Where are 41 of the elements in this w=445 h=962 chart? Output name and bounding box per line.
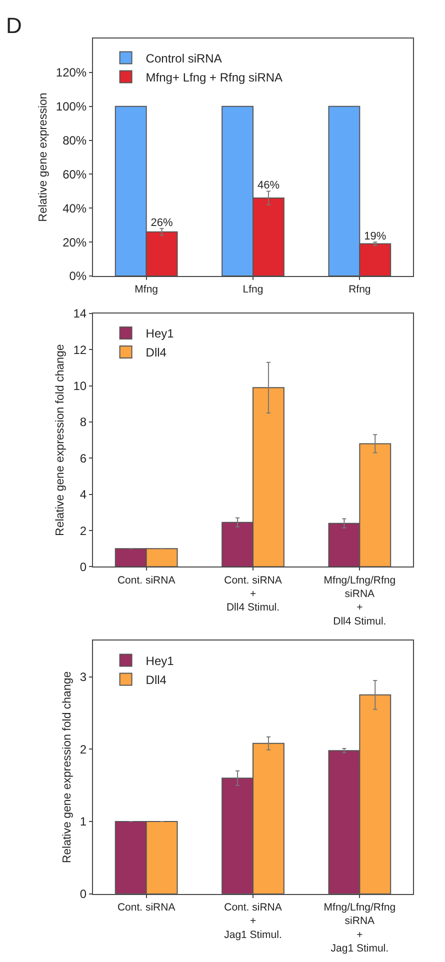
y-tick-label: 20% <box>62 235 87 250</box>
x-tick-label: Rfng <box>348 284 371 296</box>
y-tick-label: 10 <box>73 379 87 394</box>
y-tick-label: 80% <box>62 134 87 148</box>
x-tick-label: Mfng/Lfng/Rfng siRNA + Dll4 Stimul. <box>324 574 396 628</box>
legend-label: Control siRNA <box>146 51 222 66</box>
y-tick-label: 100% <box>56 100 87 114</box>
legend-label: Dll4 <box>146 672 167 687</box>
x-tick-label: Cont. siRNA + Jag1 Stimul. <box>224 902 282 941</box>
y-tick-label: 0 <box>80 560 87 574</box>
x-tick-label: Cont. siRNA + Dll4 Stimul. <box>224 574 282 614</box>
y-tick-label: 120% <box>56 66 87 80</box>
y-tick-label: 6 <box>80 451 87 466</box>
y-tick-label: 14 <box>73 306 87 321</box>
y-tick-label: 2 <box>80 742 87 756</box>
legend-label: Mfng+ Lfng + Rfng siRNA <box>146 70 283 84</box>
data-label: 46% <box>257 179 280 192</box>
x-tick-label: Mfng/Lfng/Rfng siRNA + Jag1 Stimul. <box>324 902 396 954</box>
y-tick-label: 0% <box>69 269 87 284</box>
legend-label: Dll4 <box>146 346 167 360</box>
y-tick-label: 12 <box>73 342 87 357</box>
x-tick-label: Cont. siRNA <box>117 902 176 914</box>
y-tick-label: 40% <box>62 201 87 216</box>
y-axis-title: Relative gene expression fold change <box>54 344 67 536</box>
x-tick-label: Cont. siRNA <box>117 574 176 586</box>
data-label: 26% <box>150 216 174 229</box>
y-axis-title: Relative gene expression <box>37 92 50 222</box>
x-tick-label: Mfng <box>134 284 158 296</box>
y-tick-label: 3 <box>80 670 87 684</box>
legend-label: Hey1 <box>146 654 174 668</box>
text: D <box>6 13 22 38</box>
data-label: 19% <box>364 230 386 242</box>
y-tick-label: 1 <box>80 814 87 829</box>
y-tick-label: 4 <box>80 488 87 502</box>
legend-label: Hey1 <box>146 326 174 341</box>
y-tick-label: 2 <box>80 524 87 538</box>
y-tick-label: 60% <box>62 167 87 182</box>
x-tick-label: Lfng <box>242 284 264 296</box>
y-tick-label: 8 <box>80 415 87 430</box>
y-axis-title: Relative gene expression fold change <box>61 671 74 864</box>
y-tick-label: 0 <box>80 887 87 902</box>
